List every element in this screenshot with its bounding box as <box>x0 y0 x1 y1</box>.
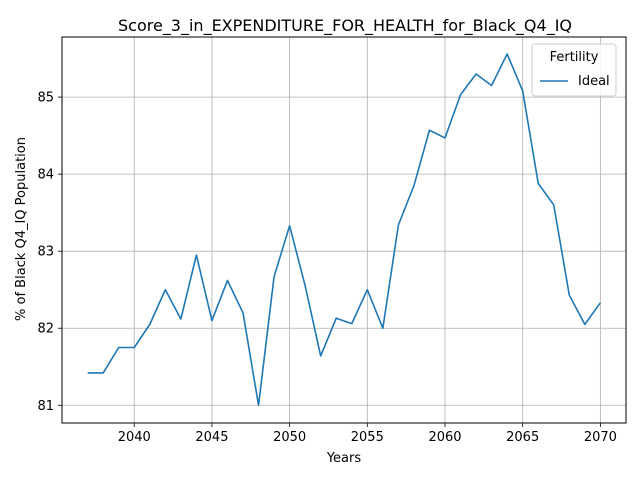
y-tick-label: 82 <box>37 322 54 337</box>
x-tick-label: 2045 <box>195 430 228 445</box>
data-point <box>273 275 276 278</box>
x-tick-label: 2065 <box>506 430 539 445</box>
legend-box <box>531 43 617 97</box>
data-point <box>179 317 182 320</box>
data-point <box>412 184 415 187</box>
data-point <box>102 371 105 374</box>
data-point <box>583 323 586 326</box>
x-axis-label: Years <box>326 451 362 466</box>
data-point <box>210 319 213 322</box>
data-point <box>133 346 136 349</box>
data-point <box>552 203 555 206</box>
data-point <box>506 52 509 55</box>
data-point <box>164 288 167 291</box>
data-point <box>475 72 478 75</box>
data-point <box>148 323 151 326</box>
data-point <box>335 317 338 320</box>
y-axis-label: % of Black Q4_IQ Population <box>14 137 29 321</box>
plot-frame <box>61 36 627 424</box>
data-point <box>459 93 462 96</box>
y-tick-label: 85 <box>37 91 54 106</box>
data-point <box>397 223 400 226</box>
data-point <box>304 284 307 287</box>
data-point <box>86 371 89 374</box>
legend-label-ideal: Ideal <box>578 74 610 89</box>
data-point <box>568 294 571 297</box>
x-tick-label: 2040 <box>118 430 151 445</box>
data-point <box>257 404 260 407</box>
data-point <box>366 288 369 291</box>
data-point <box>117 346 120 349</box>
data-point <box>537 182 540 185</box>
data-point <box>599 301 602 304</box>
y-tick-label: 81 <box>37 399 54 414</box>
y-axis: 81 82 83 84 85 <box>37 91 62 414</box>
data-point <box>381 327 384 330</box>
grid <box>62 37 626 423</box>
data-point <box>350 322 353 325</box>
data-point <box>490 84 493 87</box>
x-axis: 2040 2045 2050 2055 2060 2065 2070 <box>118 423 617 445</box>
series-layer <box>86 52 602 407</box>
chart-title: Score_3_in_EXPENDITURE_FOR_HEALTH_for_Bl… <box>118 16 572 36</box>
data-point <box>195 254 198 257</box>
data-point <box>521 89 524 92</box>
x-tick-label: 2060 <box>428 430 461 445</box>
data-point <box>319 354 322 357</box>
x-tick-label: 2055 <box>351 430 384 445</box>
data-point <box>428 129 431 132</box>
legend-title: Fertility <box>550 50 599 65</box>
x-tick-label: 2050 <box>273 430 306 445</box>
data-point <box>443 136 446 139</box>
series-line-ideal <box>87 53 602 407</box>
data-point <box>226 279 229 282</box>
data-point <box>242 311 245 314</box>
data-point <box>288 224 291 227</box>
x-tick-label: 2070 <box>584 430 617 445</box>
legend: Fertility Ideal <box>531 43 617 97</box>
y-tick-label: 84 <box>37 168 54 183</box>
y-tick-label: 83 <box>37 245 54 260</box>
